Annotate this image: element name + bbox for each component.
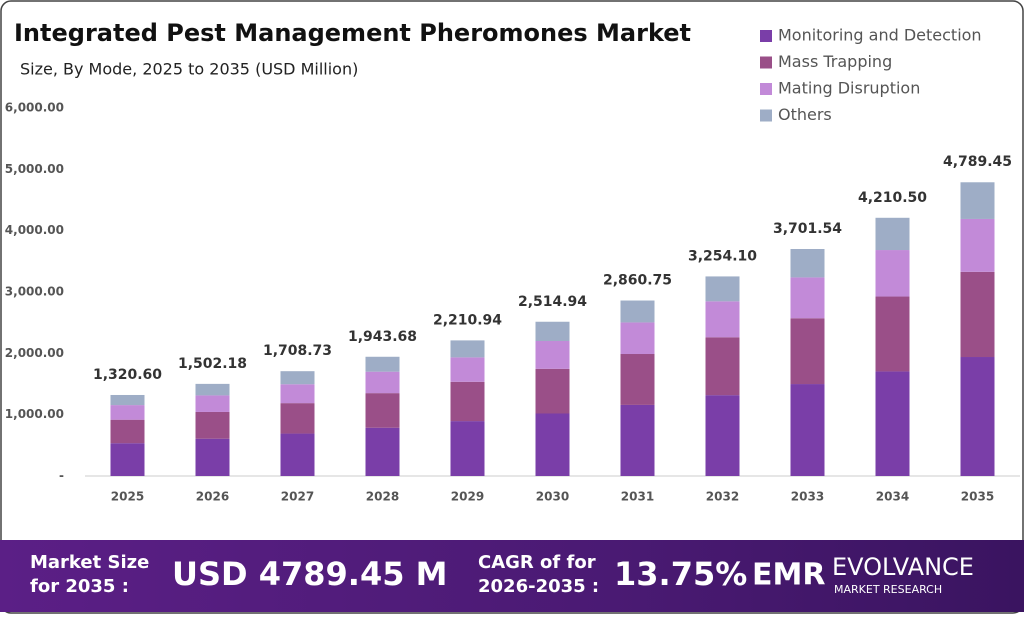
x-tick-label: 2033 (791, 490, 824, 504)
logo-mark: EMR (752, 558, 825, 593)
bar-segment (535, 321, 570, 342)
total-label: 1,502.18 (178, 356, 247, 372)
bar-segment (450, 357, 485, 382)
legend-label: Mating Disruption (778, 79, 920, 98)
footer-label: Market Size (30, 552, 149, 573)
bar-segment (365, 371, 400, 394)
bar-segment (960, 182, 995, 219)
bar-segment (365, 427, 400, 476)
total-label: 1,708.73 (263, 343, 332, 359)
total-label: 2,860.75 (603, 273, 672, 289)
bar-segment (790, 318, 825, 385)
total-label: 1,943.68 (348, 329, 417, 345)
bar-segment (620, 322, 655, 355)
legend-swatch (760, 83, 772, 95)
bar-segment (705, 276, 740, 302)
bar-segment (280, 403, 315, 434)
logo-tagline: MARKET RESEARCH (834, 583, 942, 596)
bar-segment (195, 383, 230, 396)
legend-label: Others (778, 105, 832, 124)
bar-segment (280, 433, 315, 476)
x-tick-label: 2028 (366, 490, 399, 504)
chart-title: Integrated Pest Management Pheromones Ma… (14, 19, 691, 47)
bar-segment (875, 250, 910, 297)
x-tick-label: 2034 (876, 490, 909, 504)
total-label: 3,254.10 (688, 248, 757, 264)
bar-segment (195, 395, 230, 412)
y-tick-label: - (59, 469, 64, 483)
bar-segment (280, 371, 315, 385)
total-label: 4,210.50 (858, 190, 927, 206)
x-tick-label: 2025 (111, 490, 144, 504)
footer-value: USD 4789.45 M (172, 555, 447, 593)
footer-value: 13.75% (614, 555, 747, 593)
bar-segment (705, 301, 740, 338)
x-tick-label: 2029 (451, 490, 484, 504)
bar-segment (790, 384, 825, 476)
footer-label: for 2035 : (30, 576, 129, 597)
y-tick-label: 2,000.00 (5, 346, 64, 360)
x-tick-label: 2031 (621, 490, 654, 504)
y-tick-label: 6,000.00 (5, 101, 64, 115)
bar-segment (365, 356, 400, 372)
bar-segment (535, 413, 570, 476)
total-label: 2,210.94 (433, 312, 502, 328)
bar-segment (535, 368, 570, 414)
bar-segment (875, 217, 910, 251)
total-label: 1,320.60 (93, 367, 162, 383)
bar-segment (790, 277, 825, 319)
y-tick-label: 5,000.00 (5, 162, 64, 176)
bar-segment (620, 354, 655, 405)
bar-segment (195, 411, 230, 439)
x-tick-label: 2032 (706, 490, 739, 504)
bar-segment (620, 300, 655, 323)
bar-segment (110, 405, 145, 420)
bar-segment (450, 340, 485, 358)
total-label: 4,789.45 (943, 154, 1012, 170)
x-tick-label: 2030 (536, 490, 569, 504)
bar-segment (450, 381, 485, 422)
y-tick-label: 1,000.00 (5, 407, 64, 421)
legend-label: Mass Trapping (778, 52, 892, 71)
legend-swatch (760, 109, 772, 122)
total-label: 3,701.54 (773, 221, 842, 237)
bar-segment (705, 337, 740, 396)
bar-segment (875, 296, 910, 372)
bar-segment (790, 249, 825, 278)
bar-segment (110, 419, 145, 444)
bar-segment (110, 443, 145, 476)
x-tick-label: 2026 (196, 490, 229, 504)
bar-segment (960, 218, 995, 272)
bar-segment (280, 384, 315, 404)
footer-band (0, 540, 1024, 612)
x-tick-label: 2035 (961, 490, 994, 504)
footer-label: 2026-2035 : (478, 576, 599, 597)
bar-segment (110, 394, 145, 406)
y-tick-label: 3,000.00 (5, 285, 64, 299)
total-label: 2,514.94 (518, 294, 587, 310)
bar-segment (875, 371, 910, 476)
legend-label: Monitoring and Detection (778, 26, 982, 45)
x-tick-label: 2027 (281, 490, 314, 504)
footer-label: CAGR of for (478, 552, 596, 573)
y-tick-label: 4,000.00 (5, 223, 64, 237)
bar-segment (365, 393, 400, 428)
bar-segment (450, 421, 485, 476)
bar-segment (705, 395, 740, 476)
chart-subtitle: Size, By Mode, 2025 to 2035 (USD Million… (20, 60, 358, 79)
bar-segment (960, 357, 995, 476)
logo-name: EVOLVANCE (832, 553, 974, 581)
bar-segment (620, 404, 655, 476)
bar-segment (960, 271, 995, 358)
bar-segment (195, 438, 230, 476)
bar-segment (535, 341, 570, 369)
legend-swatch (760, 56, 772, 69)
legend-swatch (760, 30, 772, 42)
